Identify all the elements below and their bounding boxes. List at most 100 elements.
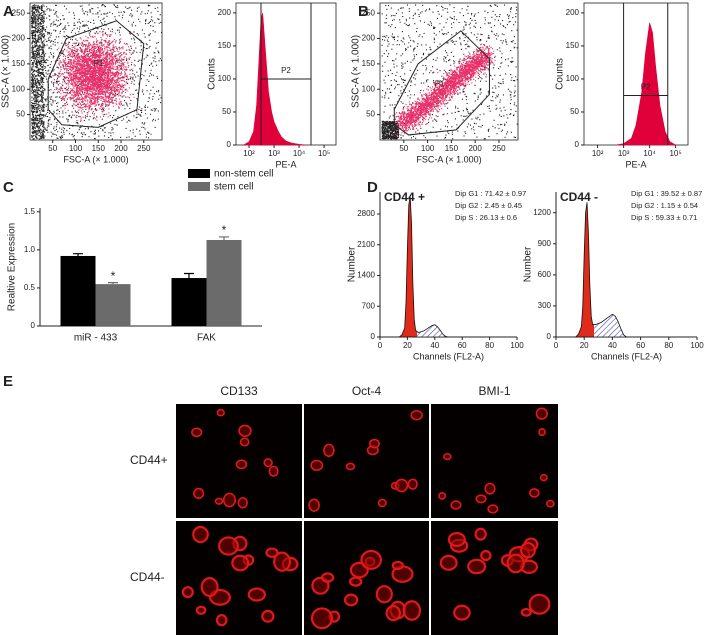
stained-cell bbox=[385, 605, 401, 622]
stat-text: Dip S : 26.13 ± 0.6 bbox=[455, 213, 517, 222]
significance-mark: * bbox=[111, 269, 116, 283]
y-tick-label: 100 bbox=[218, 74, 232, 83]
y-tick-label: 50 bbox=[222, 107, 231, 116]
stained-cell bbox=[214, 497, 224, 505]
g1-peak-area bbox=[575, 202, 594, 337]
stat-text: Dip G1 : 39.52 ± 0.87 bbox=[631, 189, 702, 198]
g1-peak-area bbox=[399, 196, 417, 337]
x-tick-label: 80 bbox=[664, 341, 673, 350]
gated-event-dots bbox=[54, 30, 135, 121]
error-bar bbox=[108, 282, 118, 285]
stained-cell bbox=[200, 576, 219, 598]
stained-cell bbox=[480, 550, 492, 562]
y-tick-label: 900 bbox=[538, 239, 552, 248]
stained-cell bbox=[450, 500, 462, 510]
gate bbox=[47, 20, 145, 128]
y-tick-label: 200 bbox=[12, 34, 26, 43]
stained-cell bbox=[222, 492, 237, 508]
error-bar bbox=[219, 236, 229, 240]
y-tick-label: 1400 bbox=[357, 271, 375, 280]
y-tick-label: 150 bbox=[12, 59, 26, 68]
y-tick-label: 0 bbox=[227, 140, 232, 149]
y-tick-label: 600 bbox=[538, 270, 552, 279]
stained-cell bbox=[520, 607, 532, 617]
y-axis-label: Counts bbox=[555, 58, 566, 90]
y-tick-label: 2100 bbox=[357, 240, 375, 249]
stained-cell bbox=[535, 407, 548, 420]
y-tick-label: 200 bbox=[566, 8, 580, 17]
x-tick-label: 40 bbox=[430, 341, 439, 350]
y-tick-label: 1.5 bbox=[24, 207, 36, 216]
y-axis-label: Counts bbox=[207, 58, 218, 90]
stained-cell bbox=[545, 499, 555, 508]
y-tick-label: 150 bbox=[218, 41, 232, 50]
stained-cell bbox=[191, 427, 203, 438]
stained-cell bbox=[538, 428, 546, 437]
x-tick-label: 10² bbox=[592, 149, 604, 158]
y-tick-label: 50 bbox=[16, 110, 25, 119]
stained-cell bbox=[484, 482, 496, 495]
x-axis-label: Channels (FL2-A) bbox=[413, 351, 484, 361]
row-label: CD44- bbox=[130, 570, 165, 584]
x-tick-label: 100 bbox=[690, 341, 704, 350]
x-tick-label: 10³ bbox=[618, 149, 630, 158]
stained-cell bbox=[192, 525, 209, 544]
x-axis-label: FSC-A (× 1.000) bbox=[416, 154, 481, 164]
x-tick-label: miR - 433 bbox=[74, 333, 118, 344]
error-bar bbox=[73, 253, 83, 256]
stained-cell bbox=[539, 473, 548, 482]
stained-cell bbox=[215, 614, 228, 627]
micrograph bbox=[304, 404, 429, 518]
y-tick-label: 0 bbox=[31, 321, 36, 330]
stained-cell bbox=[375, 585, 393, 604]
y-tick-label: 100 bbox=[362, 84, 376, 93]
stained-cell bbox=[195, 605, 207, 615]
y-tick-label: 0 bbox=[547, 332, 552, 341]
x-tick-label: 10⁵ bbox=[318, 149, 330, 158]
stained-cell bbox=[528, 593, 551, 615]
error-bar bbox=[184, 272, 194, 279]
x-tick-label: 20 bbox=[580, 341, 589, 350]
y-axis-label: Realtive Expression bbox=[7, 223, 18, 311]
stained-cell bbox=[520, 541, 536, 559]
stained-cell bbox=[402, 600, 422, 621]
bar bbox=[95, 284, 131, 326]
plot-title: CD44 + bbox=[384, 190, 425, 204]
x-tick-label: 40 bbox=[608, 341, 617, 350]
x-tick-label: 20 bbox=[403, 341, 412, 350]
x-tick-label: 200 bbox=[114, 144, 128, 153]
row-label: CD44+ bbox=[130, 453, 168, 467]
stained-cell bbox=[439, 554, 458, 571]
plot-frame bbox=[29, 2, 163, 141]
stained-cell bbox=[345, 462, 356, 471]
y-axis-label: Number bbox=[523, 246, 534, 282]
stained-cell bbox=[235, 459, 248, 470]
gate-label: P2 bbox=[281, 66, 291, 75]
y-tick-label: 1200 bbox=[533, 208, 551, 217]
stained-cell bbox=[474, 527, 487, 541]
bar bbox=[171, 278, 207, 326]
gate-label: P2 bbox=[641, 83, 651, 92]
panel-label: B bbox=[358, 3, 369, 20]
x-tick-label: 0 bbox=[554, 341, 559, 350]
x-tick-label: 200 bbox=[468, 144, 482, 153]
event-dots bbox=[381, 4, 518, 140]
x-tick-label: 100 bbox=[69, 144, 83, 153]
stained-cell bbox=[273, 551, 292, 572]
histogram-area bbox=[242, 12, 307, 146]
significance-mark: * bbox=[222, 223, 227, 237]
x-tick-label: 250 bbox=[492, 144, 506, 153]
x-tick-label: 100 bbox=[510, 341, 524, 350]
y-tick-label: 50 bbox=[570, 107, 579, 116]
column-header: CD133 bbox=[220, 384, 258, 398]
y-tick-label: 200 bbox=[362, 34, 376, 43]
stained-cell bbox=[216, 408, 225, 417]
x-tick-label: 60 bbox=[458, 341, 467, 350]
panel-label: E bbox=[3, 373, 13, 390]
stained-cell bbox=[238, 424, 252, 438]
y-tick-label: 200 bbox=[218, 8, 232, 17]
legend-swatch bbox=[188, 169, 210, 178]
legend-label: stem cell bbox=[214, 182, 253, 193]
y-tick-label: 250 bbox=[12, 8, 26, 17]
y-tick-label: 250 bbox=[362, 8, 376, 17]
